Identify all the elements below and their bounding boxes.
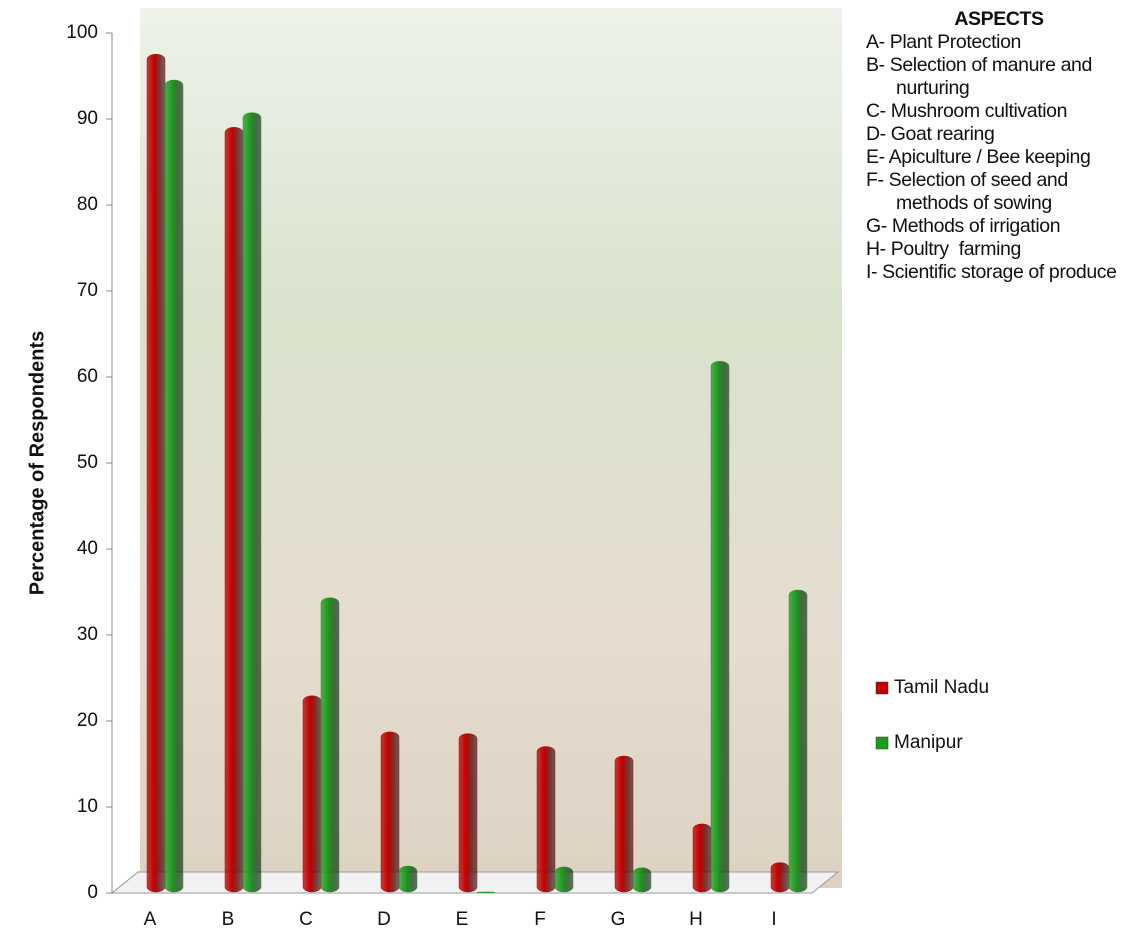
- x-tick-label: A: [144, 909, 157, 930]
- bar: [633, 868, 651, 892]
- y-tick-label: 100: [66, 22, 98, 43]
- y-tick-label: 60: [77, 366, 98, 387]
- page: Percentage of Respondents 0 10 20 30 40 50 60 7…: [0, 0, 1128, 941]
- aspect-item: G- Methods of irrigation: [866, 215, 1122, 238]
- y-tick-label: 0: [87, 882, 98, 903]
- aspect-item: I- Scientific storage of produce: [866, 261, 1122, 284]
- bar: [555, 867, 573, 892]
- aspect-item: H- Poultry farming: [866, 238, 1122, 261]
- y-tick-label: 20: [77, 710, 98, 731]
- bar: [165, 80, 183, 892]
- bar: [693, 824, 711, 892]
- bar: [303, 696, 321, 892]
- aspect-item: E- Apiculture / Bee keeping: [866, 146, 1122, 169]
- x-tick-label: F: [534, 909, 546, 930]
- bar: [225, 127, 243, 892]
- aspect-item: F- Selection of seed and methods of sowi…: [866, 169, 1122, 215]
- x-tick-label: B: [222, 909, 235, 930]
- y-axis-label: Percentage of Respondents: [26, 331, 48, 596]
- legend-swatch: [876, 737, 888, 749]
- y-tick-label: 10: [77, 796, 98, 817]
- bar: [789, 590, 807, 892]
- x-tick-label: G: [611, 909, 626, 930]
- bar: [399, 866, 417, 892]
- bar: [381, 732, 399, 892]
- aspect-item: A- Plant Protection: [866, 31, 1122, 54]
- y-tick-label: 30: [77, 624, 98, 645]
- aspects-title: ASPECTS: [866, 8, 1122, 31]
- aspect-item: C- Mushroom cultivation: [866, 100, 1122, 123]
- y-tick-label: 70: [77, 280, 98, 301]
- y-tick-label: 40: [77, 538, 98, 559]
- y-tick-label: 80: [77, 194, 98, 215]
- x-tick-label: C: [299, 909, 313, 930]
- legend-label: Tamil Nadu: [894, 677, 989, 698]
- bar: [711, 361, 729, 892]
- bar: [459, 734, 477, 892]
- bar: [321, 598, 339, 892]
- aspect-item: B- Selection of manure and nurturing: [866, 54, 1122, 100]
- bar: [537, 747, 555, 893]
- y-tick-label: 90: [77, 108, 98, 129]
- x-tick-label: D: [377, 909, 391, 930]
- bar: [615, 756, 633, 892]
- legend-swatch: [876, 682, 888, 694]
- x-tick-label: H: [689, 909, 703, 930]
- bar: [477, 892, 495, 893]
- legend-label: Manipur: [894, 732, 963, 753]
- aspect-item: D- Goat rearing: [866, 123, 1122, 146]
- x-tick-label: I: [771, 909, 776, 930]
- bar: [147, 54, 165, 892]
- y-tick-label: 50: [77, 452, 98, 473]
- bar: [771, 863, 789, 892]
- bar: [243, 113, 261, 892]
- x-tick-label: E: [456, 909, 469, 930]
